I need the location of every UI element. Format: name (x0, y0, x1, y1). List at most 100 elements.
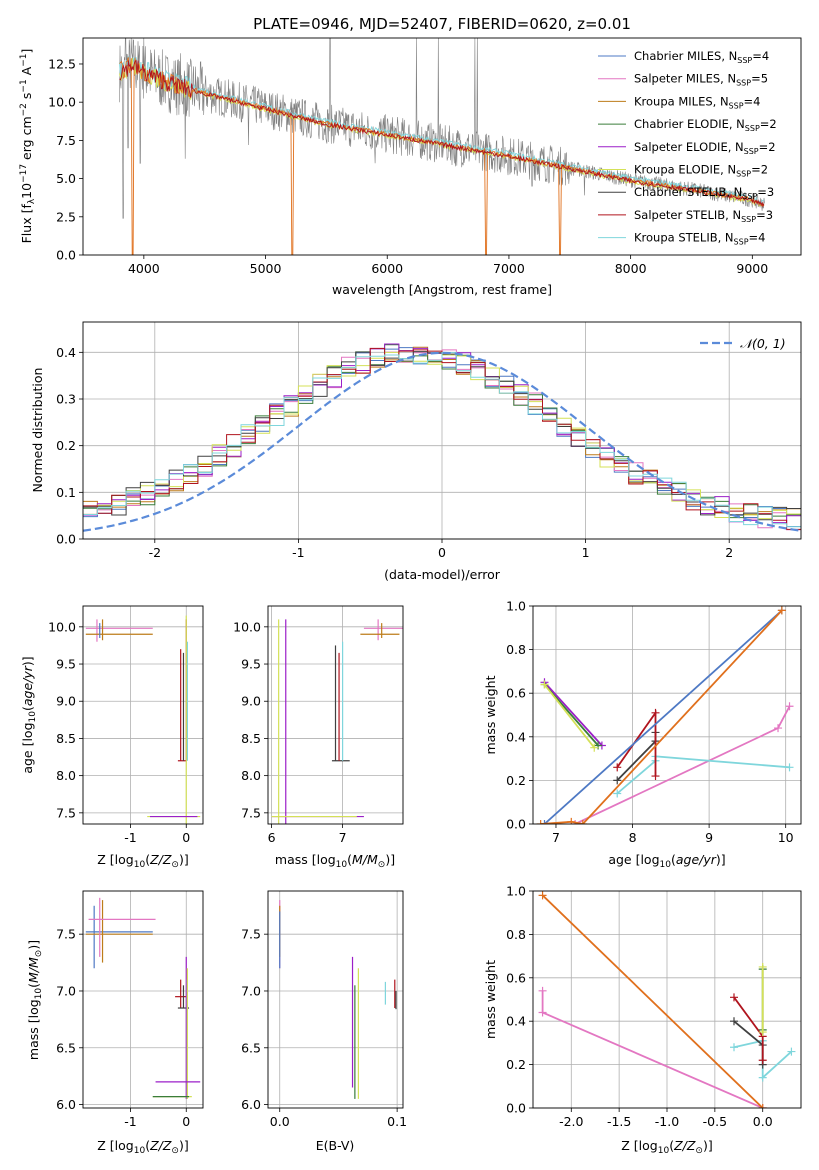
x-axis-label: Z [log10(Z/Z⊙)] (621, 1138, 712, 1156)
weight-marker (590, 743, 599, 752)
weight-marker (758, 1073, 767, 1082)
legend-entry: 𝒩(0, 1) (740, 336, 786, 351)
legend-entry: Chabrier ELODIE, NSSP=2 (634, 117, 777, 133)
x-tick-label: 5000 (250, 261, 282, 276)
y-tick-label: 0.0 (506, 1101, 526, 1116)
x-tick-label: -1 (124, 1114, 136, 1129)
y-tick-label: 7.0 (56, 983, 76, 998)
legend: Chabrier MILES, NSSP=4 Salpeter MILES, NS… (598, 49, 777, 247)
model-spectrum-1 (119, 57, 765, 207)
weight-marker (540, 680, 549, 689)
y-tick-label: 9.0 (241, 694, 261, 709)
x-tick-label: 7 (339, 830, 347, 845)
weight-marker (758, 1028, 767, 1037)
weight-line (543, 683, 596, 749)
x-tick-label: -2.0 (559, 1114, 583, 1129)
weight-marker (730, 1043, 738, 1052)
y-tick-label: 7.5 (56, 927, 76, 942)
y-axis-label: mass [log10(M/M⊙)] (26, 940, 44, 1060)
plot-area (85, 897, 201, 1099)
x-axis-label: wavelength [Angstrom, rest frame] (332, 282, 552, 297)
y-tick-label: 12.5 (48, 56, 76, 71)
weight-marker (651, 708, 660, 717)
axes-frame (532, 605, 802, 825)
weight-line (543, 609, 783, 824)
legend-entry: Kroupa MILES, NSSP=4 (634, 94, 760, 110)
y-tick-label: 0.8 (506, 927, 526, 942)
y-tick-label: 10.0 (233, 619, 261, 634)
weight-line (541, 894, 764, 1108)
y-tick-label: 5.0 (56, 171, 76, 186)
y-tick-label: 6.5 (56, 1040, 76, 1055)
x-tick-label: 0 (438, 545, 446, 560)
y-axis-label: Flux [fλ10−17 erg cm−2 s−1 A−1] (19, 49, 37, 244)
axes-frame (267, 890, 404, 1109)
y-tick-label: 1.0 (506, 884, 526, 899)
y-tick-label: 0.8 (506, 642, 526, 657)
y-tick-label: 9.5 (241, 657, 261, 672)
axes-age_vs_mass: 6 7 7.5 8.0 8.5 9.0 9.5 10.0 mass [log10(M/M⊙)] (233, 605, 404, 870)
plot-area (85, 615, 201, 824)
legend-entry: Chabrier MILES, NSSP=4 (634, 49, 769, 65)
x-tick-label: -1.5 (607, 1114, 631, 1129)
weight-marker (758, 1104, 767, 1108)
model-spectrum-0 (119, 56, 765, 204)
y-tick-label: 0.3 (56, 392, 76, 407)
weight-line (540, 609, 783, 824)
y-tick-label: 8.5 (56, 731, 76, 746)
y-axis-label: mass weight (483, 960, 498, 1039)
x-tick-label: 9 (705, 830, 713, 845)
weight-marker (730, 993, 738, 1002)
x-axis-label: age [log10(age/yr)] (608, 852, 725, 870)
weight-marker (730, 1017, 738, 1026)
x-axis-label: E(B-V) (316, 1138, 355, 1153)
weight-marker (758, 1056, 767, 1065)
x-axis-label: Z [log10(Z/Z⊙)] (97, 852, 188, 870)
weight-marker (651, 772, 660, 781)
weight-marker (536, 820, 545, 824)
axes-residual_histogram: -2 -1 0 1 2 0.0 0.1 0.2 0.3 0.4 𝒩(0, 1) (data-model… (30, 321, 802, 582)
axes-frame (267, 605, 404, 825)
x-axis-label: (data-model)/error (384, 567, 501, 582)
x-axis-label: mass [log10(M/M⊙)] (275, 852, 395, 870)
y-tick-label: 0.0 (56, 532, 76, 547)
weight-marker (785, 702, 794, 711)
legend-entry: Kroupa ELODIE, NSSP=2 (634, 163, 768, 179)
x-tick-label: 8 (629, 830, 637, 845)
legend-entry: Salpeter STELIB, NSSP=3 (634, 208, 773, 224)
weight-line (616, 755, 790, 795)
model-spectrum-3 (119, 59, 765, 208)
legend-entry: Chabrier STELIB, NSSP=3 (634, 185, 774, 201)
y-tick-label: 0.6 (506, 970, 526, 985)
axes-mass_vs_ebv: 0.0 0.1 6.0 6.5 7.0 7.5 E(B-V) (241, 890, 407, 1153)
axes-age_vs_Z: -1 0 7.5 8.0 8.5 9.0 9.5 10.0 Z [log10(Z/Z⊙)] age… (20, 605, 204, 870)
y-tick-label: 7.5 (56, 805, 76, 820)
y-tick-label: 0.0 (56, 248, 76, 263)
y-tick-label: 0.0 (506, 817, 526, 832)
y-tick-label: 9.5 (56, 657, 76, 672)
weight-marker (538, 1008, 547, 1017)
weight-marker (758, 962, 767, 971)
weight-marker (613, 776, 622, 785)
x-tick-label: -1 (124, 830, 136, 845)
axes-frame (82, 605, 204, 825)
y-axis-label: age [log10(age/yr)] (20, 656, 38, 773)
x-tick-label: 0.0 (753, 1114, 773, 1129)
axes-weight_vs_Z: -2.0 -1.5 -1.0 -0.5 0.0 0.0 0.2 0.4 0.6 0.8 1.0 Z [… (483, 884, 802, 1156)
plot-area (279, 900, 397, 1099)
legend-entry: Kroupa STELIB, NSSP=4 (634, 231, 765, 247)
figure-title: PLATE=0946, MJD=52407, FIBERID=0620, z=0… (253, 15, 631, 33)
plot-area (536, 606, 794, 824)
plot-area (271, 619, 403, 824)
histogram-8 (83, 352, 801, 528)
y-tick-label: 0.4 (506, 1014, 526, 1029)
plot-area (119, 38, 765, 255)
weight-marker (540, 820, 549, 824)
weight-marker (777, 606, 786, 615)
x-tick-label: -0.5 (703, 1114, 727, 1129)
y-tick-label: 7.5 (241, 805, 261, 820)
x-tick-label: 4000 (128, 261, 160, 276)
x-tick-label: 0.1 (387, 1114, 407, 1129)
y-tick-label: 10.0 (48, 619, 76, 634)
axes-frame (82, 890, 204, 1109)
